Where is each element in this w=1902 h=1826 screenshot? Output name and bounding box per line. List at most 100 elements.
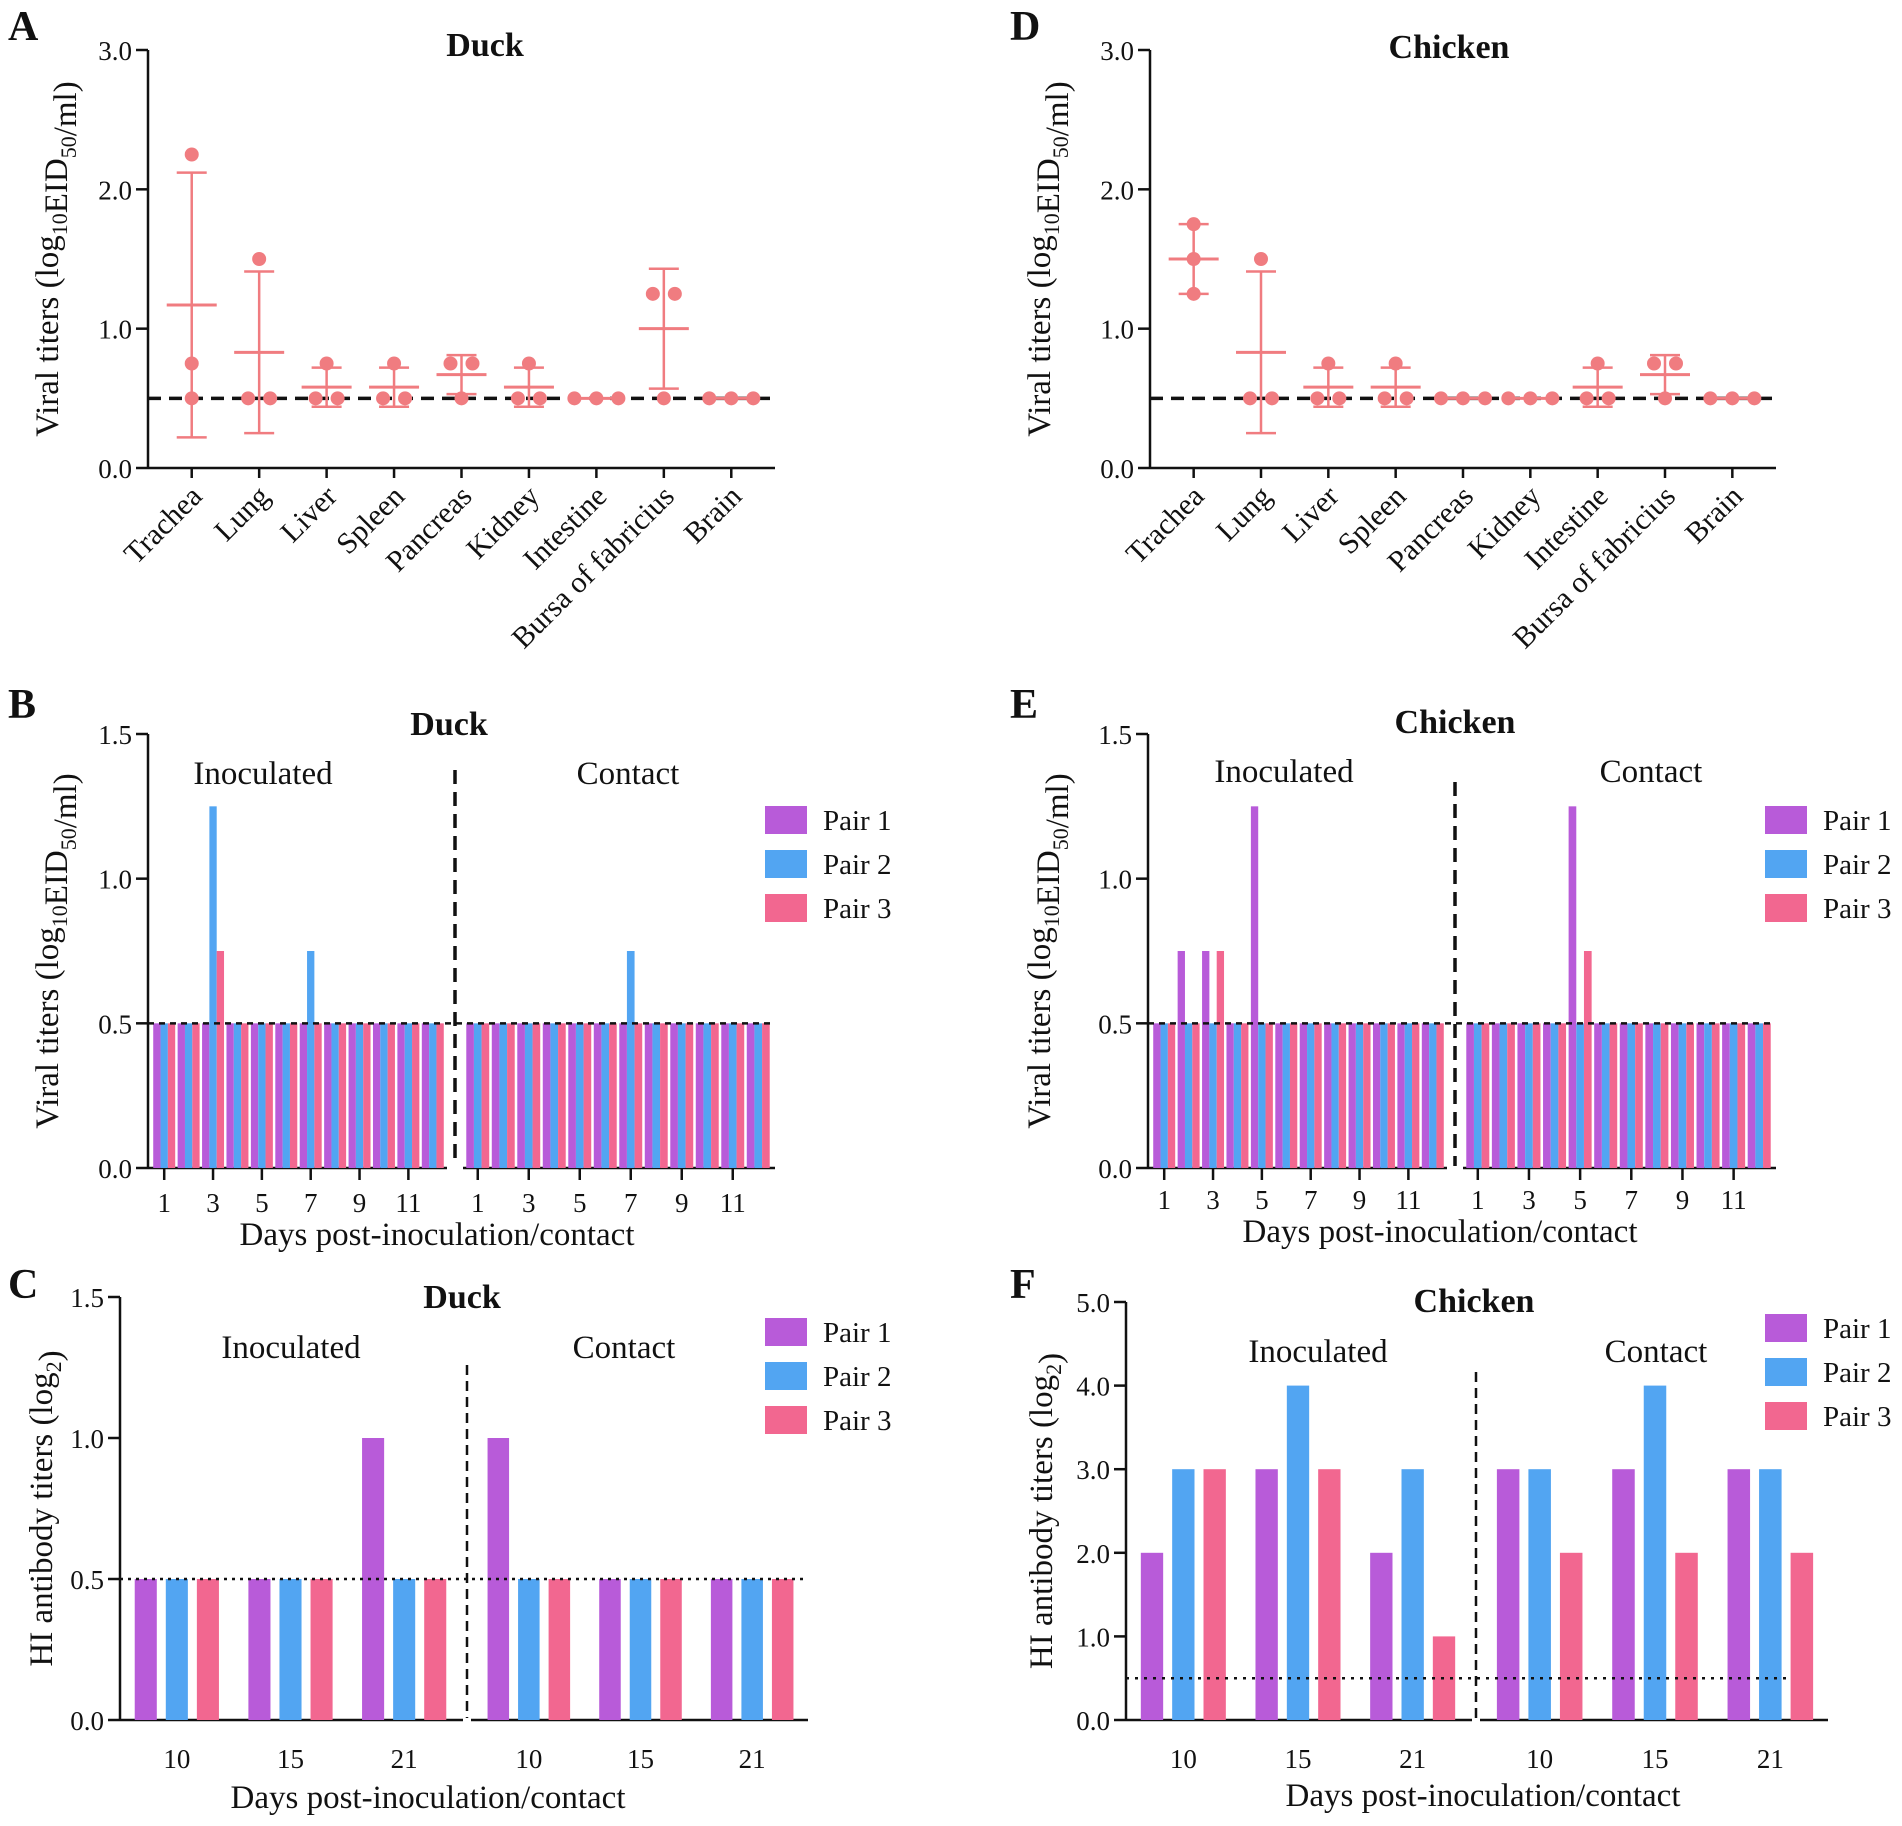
bar-pair3 — [289, 1023, 298, 1168]
bar-pair2 — [1258, 1023, 1266, 1168]
bar-pair3 — [1241, 1023, 1249, 1168]
bar-pair3 — [481, 1023, 490, 1168]
legend-swatch — [765, 1318, 807, 1346]
legend-label: Pair 3 — [1823, 1401, 1891, 1433]
data-point — [465, 356, 480, 371]
chart-title: Duck — [446, 27, 524, 64]
data-point — [645, 286, 660, 301]
bar-pair2 — [728, 1023, 737, 1168]
bar-pair1 — [1645, 1023, 1654, 1168]
y-tick-label: 4.0 — [1076, 1372, 1110, 1402]
bar-pair3 — [1432, 1636, 1456, 1720]
y-tick-label: 0.0 — [1098, 1154, 1132, 1184]
legend-swatch — [1765, 806, 1807, 834]
bar-pair1 — [1517, 1023, 1526, 1168]
data-point — [1399, 391, 1414, 406]
bar-pair3 — [1412, 1023, 1420, 1168]
x-tick-label: 9 — [675, 1188, 689, 1218]
data-point — [376, 391, 391, 406]
bar-pair2 — [1576, 1023, 1584, 1168]
x-tick-label: 10 — [163, 1744, 190, 1774]
y-axis-label-part: 10 — [1039, 213, 1064, 235]
x-tick-label: 15 — [1285, 1744, 1312, 1774]
bar-pair3 — [196, 1579, 219, 1720]
bar-pair2 — [209, 806, 217, 1168]
legend-label: Pair 3 — [1823, 893, 1891, 925]
data-point — [510, 391, 525, 406]
bar-pair1 — [1612, 1469, 1635, 1720]
bar-pair3 — [1203, 1469, 1226, 1720]
x-category-label: Trachea — [1120, 480, 1211, 571]
y-tick-label: 1.0 — [98, 865, 132, 895]
bar-pair3 — [762, 1023, 770, 1168]
x-tick-label: 7 — [304, 1188, 318, 1218]
bar-pair1 — [517, 1023, 525, 1168]
bar-pair1 — [299, 1023, 308, 1168]
y-axis-label: Viral titers (log10EID50/ml) — [30, 81, 84, 436]
y-tick-label: 0.0 — [1100, 454, 1134, 484]
bar-pair3 — [1559, 1552, 1583, 1720]
bar-pair2 — [279, 1579, 302, 1720]
bar-pair2 — [629, 1579, 652, 1720]
bar-pair3 — [1609, 1023, 1618, 1168]
x-tick-label: 21 — [391, 1744, 418, 1774]
bar-pair1 — [324, 1023, 332, 1168]
data-point — [1478, 391, 1492, 406]
y-axis-label-part: Viral titers (log — [30, 927, 66, 1128]
bar-pair3 — [338, 1023, 347, 1168]
group-label: Inoculated — [193, 756, 333, 792]
y-tick-label: 1.5 — [1098, 720, 1132, 750]
bar-pair3 — [1675, 1552, 1698, 1720]
bar-pair3 — [1265, 1023, 1273, 1168]
bar-pair3 — [241, 1023, 249, 1168]
bar-pair1 — [1619, 1023, 1628, 1168]
bar-pair1 — [226, 1023, 234, 1168]
bar-pair3 — [216, 951, 225, 1168]
y-axis-label-part: 10 — [47, 213, 72, 235]
y-axis-label-part: ) — [33, 1350, 69, 1361]
data-point — [1647, 356, 1661, 371]
bar-pair1 — [1140, 1552, 1164, 1720]
x-tick-label: 15 — [277, 1744, 304, 1774]
bar-pair1 — [1177, 951, 1185, 1168]
data-point — [330, 391, 345, 406]
panel-letter: C — [8, 1262, 38, 1308]
bar-pair3 — [1436, 1023, 1444, 1168]
y-tick-label: 0.5 — [1098, 1009, 1132, 1039]
y-tick-label: 2.0 — [1076, 1539, 1110, 1569]
bar-pair3 — [558, 1023, 566, 1168]
bar-pair3 — [685, 1023, 694, 1168]
data-point — [1321, 356, 1336, 371]
data-point — [1669, 356, 1683, 371]
data-point — [1501, 391, 1516, 406]
panel-A: 0.0 1.0 2.0 3.0 A Duck Viral titers (log10EID5… — [8, 4, 775, 655]
y-axis-label-part: Viral titers (log — [30, 235, 66, 436]
x-tick-label: 7 — [1625, 1185, 1639, 1215]
data-point — [1747, 391, 1762, 406]
y-tick-label: 1.0 — [1076, 1622, 1110, 1652]
x-tick-label: 11 — [1395, 1185, 1421, 1215]
bar-pair3 — [711, 1023, 719, 1168]
bar-pair2 — [1286, 1385, 1310, 1720]
bar-pair2 — [518, 1579, 540, 1720]
data-point — [1186, 286, 1201, 301]
bar-pair1 — [1727, 1469, 1751, 1720]
data-point — [656, 391, 671, 406]
bar-pair1 — [721, 1023, 729, 1168]
panel-D: 0.0 1.0 2.0 3.0 D Chicken Viral titers (log10E… — [1010, 4, 1776, 655]
y-tick-label: 2.0 — [98, 175, 132, 205]
bar-pair3 — [736, 1023, 745, 1168]
data-point — [443, 356, 458, 371]
bar-pair3 — [1532, 1023, 1541, 1168]
x-tick-label: 1 — [157, 1188, 171, 1218]
data-point — [611, 391, 626, 406]
bar-pair1 — [644, 1023, 653, 1168]
data-point — [1545, 391, 1560, 406]
bar-pair2 — [1525, 1023, 1533, 1168]
legend-label: Pair 2 — [1823, 1357, 1891, 1389]
data-point — [1434, 391, 1448, 406]
bar-pair2 — [703, 1023, 712, 1168]
bar-pair2 — [499, 1023, 508, 1168]
bar-pair3 — [436, 1023, 444, 1168]
panel-C: 0.0 0.5 1.0 1.5 C Duck HI antibody titers (log… — [8, 1262, 891, 1816]
